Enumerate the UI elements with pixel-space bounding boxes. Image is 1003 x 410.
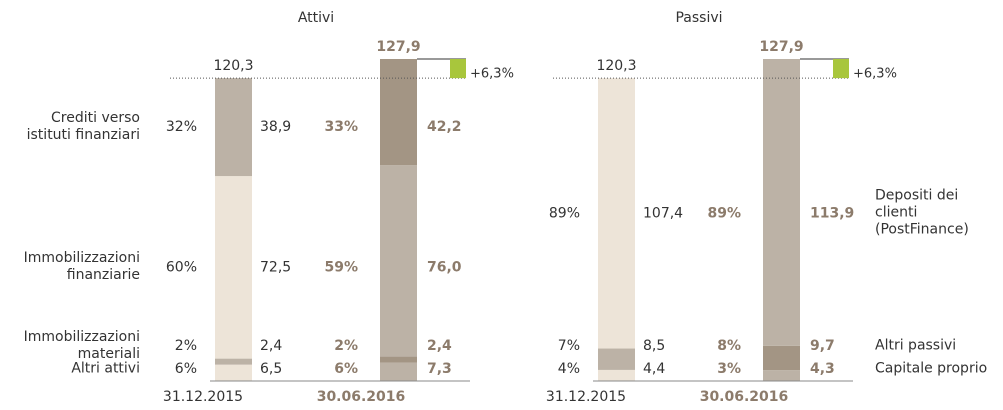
share-label: 33% bbox=[324, 119, 358, 135]
bar-segment bbox=[763, 345, 800, 371]
share-label: 4% bbox=[558, 361, 580, 377]
value-label: 2,4 bbox=[427, 338, 452, 354]
value-label: 72,5 bbox=[260, 259, 291, 275]
series-name: Capitale proprio bbox=[875, 360, 988, 377]
series-name: Immobilizzazioni materiali bbox=[23, 329, 140, 362]
share-label: 89% bbox=[549, 205, 580, 221]
panel-title: Attivi bbox=[298, 10, 334, 26]
series-name: Altri passivi bbox=[875, 337, 957, 354]
bar-segment bbox=[763, 370, 800, 381]
share-label: 3% bbox=[717, 361, 741, 377]
value-label: 4,4 bbox=[643, 361, 665, 377]
bar-segment bbox=[598, 348, 635, 370]
share-label: 7% bbox=[558, 338, 580, 354]
series-name: Depositi dei clienti (PostFinance) bbox=[875, 187, 969, 238]
bar-segment bbox=[215, 364, 252, 381]
share-label: 6% bbox=[334, 361, 358, 377]
bar-segment bbox=[598, 369, 635, 381]
value-label: 4,3 bbox=[810, 361, 835, 377]
bar-segment bbox=[380, 59, 417, 166]
total-label: 127,9 bbox=[759, 39, 803, 55]
share-label: 89% bbox=[707, 205, 741, 221]
share-label: 32% bbox=[166, 119, 197, 135]
bar-segment bbox=[380, 165, 417, 357]
bar-segment bbox=[763, 59, 800, 346]
share-label: 60% bbox=[166, 259, 197, 275]
panel-title: Passivi bbox=[675, 10, 722, 26]
value-label: 76,0 bbox=[427, 259, 462, 275]
bar-segment bbox=[215, 78, 252, 177]
bar-segment bbox=[380, 356, 417, 363]
share-label: 6% bbox=[175, 361, 197, 377]
change-box bbox=[450, 59, 466, 79]
share-label: 59% bbox=[324, 259, 358, 275]
category-label: 31.12.2015 bbox=[163, 389, 243, 405]
change-box bbox=[833, 59, 849, 79]
series-name: Altri attivi bbox=[71, 360, 140, 377]
category-label: 30.06.2016 bbox=[700, 389, 789, 405]
category-label: 31.12.2015 bbox=[546, 389, 626, 405]
change-label: +6,3% bbox=[470, 67, 514, 82]
value-label: 113,9 bbox=[810, 205, 854, 221]
series-name: Crediti verso istituti finanziari bbox=[26, 110, 140, 144]
total-label: 120,3 bbox=[596, 58, 636, 74]
total-label: 120,3 bbox=[213, 58, 253, 74]
value-label: 7,3 bbox=[427, 361, 452, 377]
bar-segment bbox=[215, 358, 252, 365]
bar-segment bbox=[598, 78, 635, 349]
total-label: 127,9 bbox=[376, 39, 420, 55]
change-label: +6,3% bbox=[853, 67, 897, 82]
series-name: Immobilizzazioni finanziarie bbox=[23, 250, 140, 284]
value-label: 107,4 bbox=[643, 205, 683, 221]
value-label: 6,5 bbox=[260, 361, 282, 377]
value-label: 8,5 bbox=[643, 338, 665, 354]
value-label: 2,4 bbox=[260, 338, 282, 354]
share-label: 2% bbox=[175, 338, 197, 354]
value-label: 38,9 bbox=[260, 119, 291, 135]
value-label: 9,7 bbox=[810, 338, 835, 354]
category-label: 30.06.2016 bbox=[317, 389, 406, 405]
value-label: 42,2 bbox=[427, 119, 462, 135]
bar-segment bbox=[215, 176, 252, 359]
share-label: 8% bbox=[717, 338, 741, 354]
bar-segment bbox=[380, 362, 417, 381]
share-label: 2% bbox=[334, 338, 358, 354]
